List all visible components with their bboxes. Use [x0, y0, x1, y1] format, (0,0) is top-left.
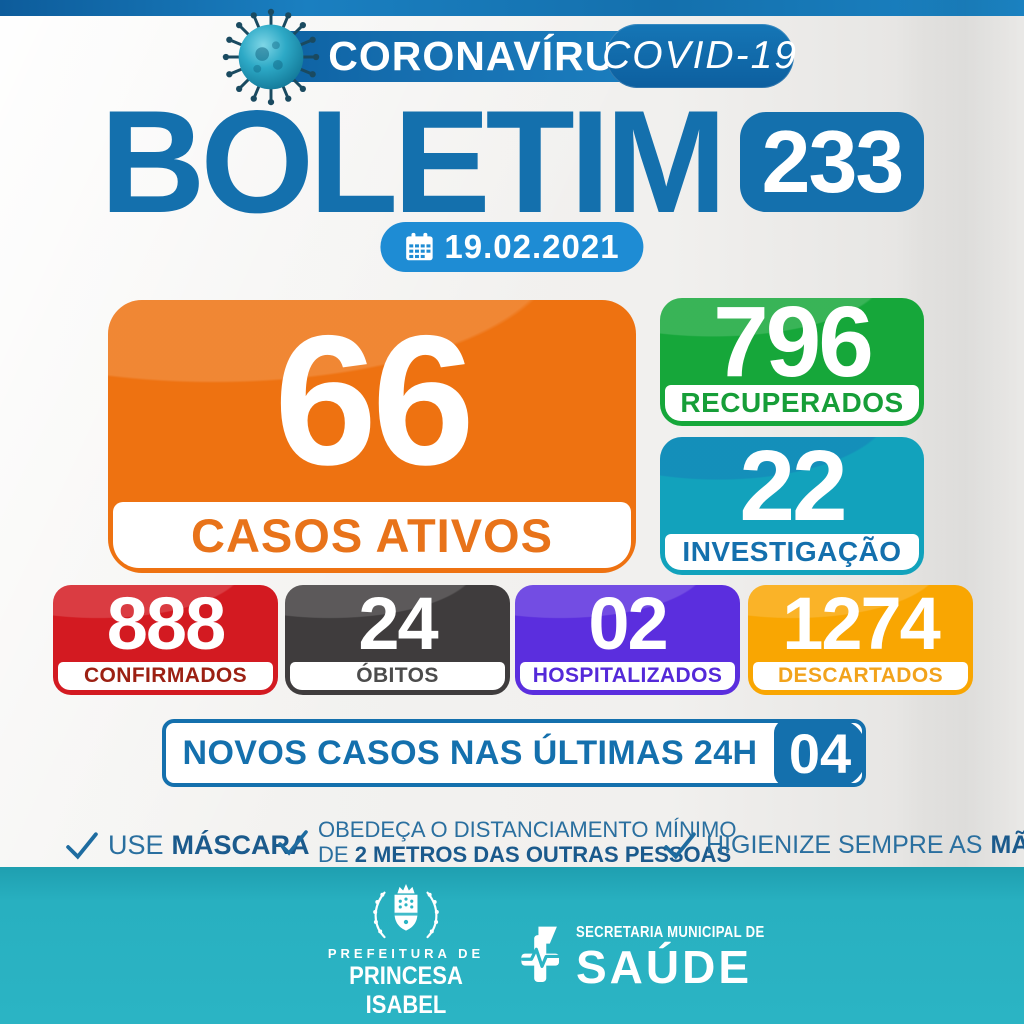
investigation-label: INVESTIGAÇÃO — [682, 536, 902, 567]
health-dept-line1: SECRETARIA MUNICIPAL DE — [576, 924, 765, 941]
stat-card-hospitalized: 02 HOSPITALIZADOS — [515, 585, 740, 695]
recovered-value: 796 — [713, 285, 874, 398]
tip-mask-bold: MÁSCARA — [171, 830, 310, 860]
tip-use-mask: USE MÁSCARA — [66, 830, 310, 861]
tip-distance-line2-bold: 2 METROS DAS OUTRAS PESSOAS — [354, 841, 732, 867]
city-hall-line2: PRINCESA ISABEL — [349, 962, 463, 1019]
stat-card-deaths: 24 ÓBITOS — [285, 585, 510, 695]
deaths-label: ÓBITOS — [356, 664, 439, 687]
health-department-logo: SECRETARIA MUNICIPAL DE SAÚDE — [520, 925, 806, 990]
recovered-label: RECUPERADOS — [680, 387, 904, 418]
active-cases-value: 66 — [274, 297, 475, 504]
discarded-value: 1274 — [782, 581, 941, 665]
stat-card-recovered: 796 RECUPERADOS — [660, 292, 924, 426]
bulletin-title-row: BOLETIM 233 — [0, 80, 1024, 243]
tip-distance: OBEDEÇA O DISTANCIAMENTO MÍNIMO DE 2 MET… — [278, 817, 737, 867]
coronavirus-icon — [222, 8, 320, 106]
confirmed-value: 888 — [106, 581, 226, 665]
new-cases-value-badge: 04 — [774, 719, 866, 787]
top-banner-strip — [0, 0, 1024, 16]
date-pill: 19.02.2021 — [380, 222, 644, 272]
checkmark-icon — [66, 831, 98, 860]
tip-hygiene-hands: HIGIENIZE SEMPRE AS MÃOS — [664, 831, 1024, 860]
calendar-icon — [406, 232, 433, 261]
checkmark-icon — [278, 829, 308, 856]
tip-hands-text: HIGIENIZE SEMPRE AS — [706, 831, 983, 859]
tip-distance-line1: OBEDEÇA O DISTANCIAMENTO MÍNIMO — [318, 817, 737, 842]
bulletin-title: BOLETIM — [100, 80, 727, 243]
bulletin-number-badge: 233 — [739, 111, 924, 212]
stat-card-discarded: 1274 DESCARTADOS — [748, 585, 973, 695]
stat-card-confirmed: 888 CONFIRMADOS — [53, 585, 278, 695]
footer-band: PREFEITURA DE PRINCESA ISABEL f Prefeitu… — [0, 867, 1024, 1024]
coronavirus-header-bar: CORONAVÍRUS — [252, 31, 662, 82]
city-hall-line1: PREFEITURA DE — [327, 946, 485, 961]
checkmark-icon — [664, 831, 696, 860]
tip-mask-text: USE — [108, 830, 164, 860]
city-hall-logo: PREFEITURA DE PRINCESA ISABEL f Prefeitu… — [300, 881, 512, 1024]
bulletin-date: 19.02.2021 — [444, 228, 620, 265]
tip-hands-bold: MÃOS — [990, 831, 1024, 859]
covid19-badge-label: COVID-19 — [602, 34, 798, 77]
stat-card-under-investigation: 22 INVESTIGAÇÃO — [660, 429, 924, 575]
tip-distance-line2: DE — [318, 841, 349, 867]
coronavirus-title: CORONAVÍRUS — [328, 33, 644, 79]
hospitalized-label: HOSPITALIZADOS — [532, 664, 723, 687]
active-cases-label: CASOS ATIVOS — [191, 508, 553, 562]
new-cases-banner: NOVOS CASOS NAS ÚLTIMAS 24H 04 — [162, 719, 866, 787]
investigation-value: 22 — [739, 429, 847, 542]
covid19-badge: COVID-19 — [602, 24, 796, 88]
city-crest-icon — [373, 884, 439, 939]
health-dept-line2: SAÚDE — [576, 941, 753, 993]
stat-card-active-cases: 66 CASOS ATIVOS — [108, 300, 636, 573]
new-cases-label: NOVOS CASOS NAS ÚLTIMAS 24H — [182, 733, 758, 772]
confirmed-label: CONFIRMADOS — [83, 664, 248, 687]
hospitalized-value: 02 — [588, 581, 668, 665]
deaths-value: 24 — [358, 581, 438, 665]
health-cross-icon — [521, 926, 560, 982]
discarded-label: DESCARTADOS — [777, 664, 944, 687]
